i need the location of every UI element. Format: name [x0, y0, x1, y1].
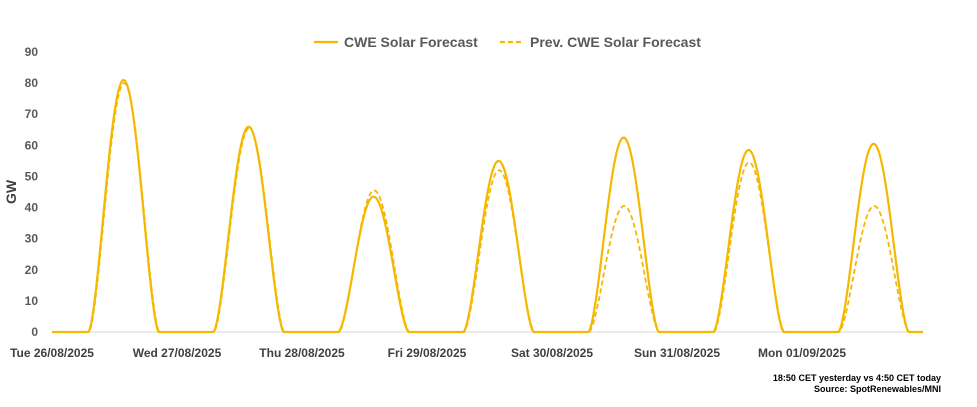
y-tick-label: 20 — [25, 263, 39, 277]
y-axis-ticks: 0 10 20 30 40 50 60 70 80 90 — [25, 45, 39, 339]
y-tick-label: 30 — [25, 232, 39, 246]
x-tick-label: Sun 31/08/2025 — [634, 346, 720, 360]
x-tick-label: Fri 29/08/2025 — [388, 346, 467, 360]
y-tick-label: 70 — [25, 107, 39, 121]
y-tick-label: 90 — [25, 45, 39, 59]
x-axis-ticks: Tue 26/08/2025 Wed 27/08/2025 Thu 28/08/20… — [10, 346, 846, 360]
series-lines — [52, 78, 923, 334]
x-tick-label: Tue 26/08/2025 — [10, 346, 94, 360]
legend: CWE Solar Forecast Prev. CWE Solar Foreca… — [314, 34, 701, 50]
y-tick-label: 50 — [25, 169, 39, 183]
legend-label: CWE Solar Forecast — [344, 34, 478, 50]
footnote-timestamp: 18:50 CET yesterday vs 4:50 CET today — [772, 373, 941, 383]
x-tick-label: Sat 30/08/2025 — [511, 346, 593, 360]
footnote-source: Source: SpotRenewables/MNI — [813, 384, 941, 394]
y-tick-label: 10 — [25, 294, 39, 308]
legend-label: Prev. CWE Solar Forecast — [530, 34, 701, 50]
series-prev-forecast-line — [52, 82, 923, 333]
y-axis-label: GW — [3, 179, 19, 204]
x-tick-label: Mon 01/09/2025 — [758, 346, 846, 360]
y-tick-label: 40 — [25, 201, 39, 215]
x-tick-label: Wed 27/08/2025 — [133, 346, 222, 360]
y-tick-label: 80 — [25, 76, 39, 90]
y-tick-label: 60 — [25, 138, 39, 152]
y-tick-label: 0 — [31, 325, 38, 339]
x-tick-label: Thu 28/08/2025 — [259, 346, 345, 360]
